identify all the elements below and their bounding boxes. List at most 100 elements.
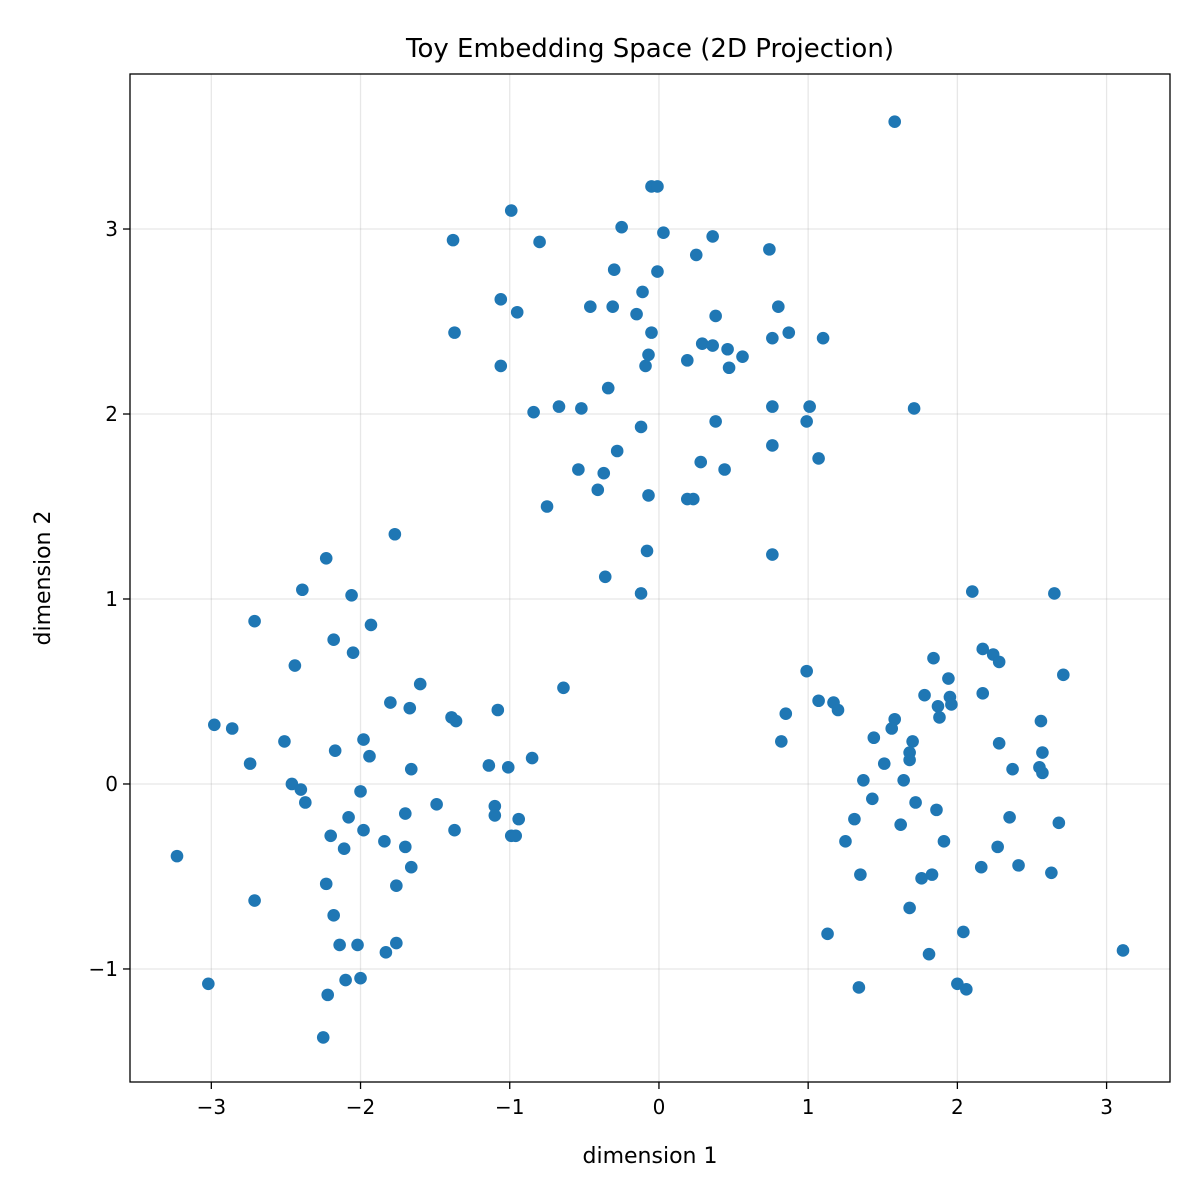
data-point (651, 265, 664, 278)
data-point (319, 877, 333, 891)
data-point (572, 463, 585, 476)
data-point (915, 872, 928, 885)
data-point (906, 735, 919, 748)
data-point (852, 981, 866, 994)
data-point (957, 925, 970, 939)
data-point (491, 703, 505, 717)
data-point (403, 701, 417, 715)
data-point (925, 868, 939, 881)
data-point (812, 452, 825, 465)
data-point (689, 248, 703, 262)
data-point (525, 751, 539, 765)
x-tick-label: −2 (346, 1095, 375, 1119)
data-point (945, 698, 958, 711)
data-point (636, 285, 649, 299)
data-point (575, 402, 588, 415)
data-point (709, 309, 722, 323)
data-point (488, 799, 502, 813)
data-point (736, 350, 749, 363)
data-point (378, 835, 391, 848)
data-point (721, 342, 734, 356)
data-point (379, 946, 393, 959)
data-point (296, 583, 309, 597)
data-point (974, 860, 988, 874)
data-point (333, 938, 346, 952)
data-point (615, 220, 628, 234)
data-point (170, 849, 184, 863)
data-point (527, 405, 540, 419)
data-point (1003, 810, 1016, 824)
data-point (606, 300, 619, 314)
data-point (918, 688, 931, 702)
data-point (345, 588, 358, 602)
data-point (509, 829, 523, 843)
data-point (763, 243, 776, 256)
data-point (779, 707, 793, 720)
data-point (1006, 762, 1019, 776)
chart-title: Toy Embedding Space (2D Projection) (405, 34, 894, 64)
data-point (839, 835, 852, 848)
x-tick-label: 1 (802, 1095, 815, 1119)
data-point (404, 860, 418, 874)
data-point (1057, 668, 1070, 682)
y-tick-label: 2 (105, 402, 118, 426)
data-point (877, 757, 891, 770)
data-point (991, 840, 1004, 854)
data-point (909, 796, 922, 809)
data-point (867, 731, 881, 745)
data-point (782, 326, 796, 339)
data-point (390, 879, 403, 893)
data-point (894, 818, 907, 831)
data-point (388, 527, 402, 541)
data-point (533, 235, 546, 249)
y-tick-label: −1 (89, 957, 118, 981)
x-tick-label: 0 (653, 1095, 666, 1119)
data-point (922, 947, 936, 961)
data-point (494, 293, 508, 306)
x-tick-label: 2 (951, 1095, 964, 1119)
data-point (449, 714, 463, 728)
data-point (225, 722, 239, 735)
x-axis-label: dimension 1 (583, 1144, 718, 1169)
data-point (398, 807, 412, 820)
data-point (488, 809, 502, 822)
data-point (390, 936, 403, 950)
data-point (812, 694, 825, 708)
data-point (930, 803, 943, 817)
data-point (942, 672, 955, 685)
data-point (202, 977, 215, 991)
data-point (888, 115, 902, 129)
data-point (766, 439, 779, 452)
data-point (854, 868, 867, 881)
data-point (709, 415, 722, 428)
data-point (992, 736, 1006, 750)
data-point (299, 796, 312, 809)
data-point (634, 587, 648, 600)
data-point (722, 361, 736, 375)
data-point (1012, 859, 1025, 872)
data-point (681, 354, 694, 367)
data-point (243, 757, 257, 770)
data-point (694, 455, 708, 469)
data-point (342, 810, 355, 824)
data-point (816, 331, 830, 345)
data-point (482, 759, 496, 772)
data-point (552, 400, 566, 413)
data-point (657, 226, 670, 240)
data-point (976, 642, 990, 656)
data-point (718, 463, 731, 476)
data-point (695, 337, 709, 351)
data-point (448, 823, 461, 837)
data-point (766, 400, 779, 413)
data-point (1034, 714, 1048, 728)
data-point (907, 402, 921, 415)
data-point (413, 677, 427, 691)
data-point (557, 681, 570, 695)
data-point (540, 500, 554, 513)
data-point (960, 983, 973, 996)
data-point (775, 735, 788, 748)
data-point (321, 988, 335, 1002)
data-point (598, 570, 612, 584)
data-point (357, 733, 370, 746)
